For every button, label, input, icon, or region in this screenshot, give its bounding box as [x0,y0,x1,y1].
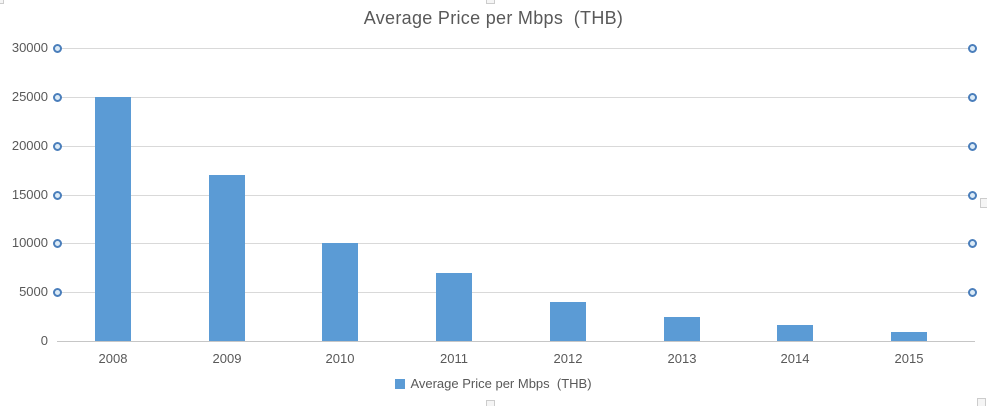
x-axis-tick-label-2012[interactable]: 2012 [553,351,583,366]
gridline-handle-icon-left-30000[interactable] [52,44,62,53]
gridline-handle-icon-right-15000[interactable] [967,191,977,200]
x-axis-tick-label-2008[interactable]: 2008 [98,351,128,366]
x-axis-tick-label-2010[interactable]: 2010 [325,351,355,366]
gridline-25000[interactable] [57,97,972,98]
y-axis-tick-label-5000[interactable]: 5000 [19,284,48,299]
gridline-handle-icon-right-10000[interactable] [967,239,977,248]
legend-series-label: Average Price per Mbps (THB) [410,376,592,391]
y-axis-tick-label-25000[interactable]: 25000 [11,89,48,104]
x-axis-tick-label-2014[interactable]: 2014 [780,351,810,366]
bar-2015[interactable] [891,332,927,341]
gridline-handle-icon-right-20000[interactable] [967,142,977,151]
bar-2008[interactable] [95,97,131,341]
y-axis-tick-label-20000[interactable]: 20000 [11,138,48,153]
resize-handle-bottom-center[interactable] [486,400,495,406]
x-axis-line[interactable] [57,341,975,342]
bar-2010[interactable] [322,243,358,341]
gridline-10000[interactable] [57,243,972,244]
gridline-handle-icon-left-25000[interactable] [52,93,62,102]
y-axis-tick-label-0[interactable]: 0 [40,333,48,348]
gridline-handle-icon-right-5000[interactable] [967,288,977,297]
gridline-20000[interactable] [57,146,972,147]
chart-title[interactable]: Average Price per Mbps (THB) [363,8,624,28]
bar-2009[interactable] [209,175,245,341]
gridline-30000[interactable] [57,48,972,49]
resize-handle-top-left[interactable] [0,0,4,4]
gridline-handle-icon-right-25000[interactable] [967,93,977,102]
chart-legend[interactable]: Average Price per Mbps (THB) [0,376,987,391]
legend-series-marker-icon [395,378,406,389]
x-axis-tick-label-2015[interactable]: 2015 [894,351,924,366]
gridline-handle-icon-left-10000[interactable] [52,239,62,248]
bar-2012[interactable] [550,302,586,341]
x-axis-tick-label-2009[interactable]: 2009 [212,351,242,366]
gridline-handle-icon-left-20000[interactable] [52,142,62,151]
gridline-5000[interactable] [57,292,972,293]
x-axis-tick-label-2011[interactable]: 2011 [440,351,468,366]
resize-handle-bottom-right[interactable] [977,398,986,406]
resize-handle-top-center[interactable] [486,0,495,4]
gridline-15000[interactable] [57,195,972,196]
y-axis-tick-label-10000[interactable]: 10000 [11,235,48,250]
bar-2014[interactable] [777,325,813,341]
gridline-handle-icon-left-5000[interactable] [52,288,62,297]
y-axis-tick-label-30000[interactable]: 30000 [11,40,48,55]
x-axis-tick-label-2013[interactable]: 2013 [667,351,697,366]
gridline-handle-icon-right-30000[interactable] [967,44,977,53]
bar-2013[interactable] [664,317,700,341]
resize-handle-right-middle[interactable] [980,198,987,208]
gridline-handle-icon-left-15000[interactable] [52,191,62,200]
bar-2011[interactable] [436,273,472,341]
y-axis-tick-label-15000[interactable]: 15000 [11,187,48,202]
